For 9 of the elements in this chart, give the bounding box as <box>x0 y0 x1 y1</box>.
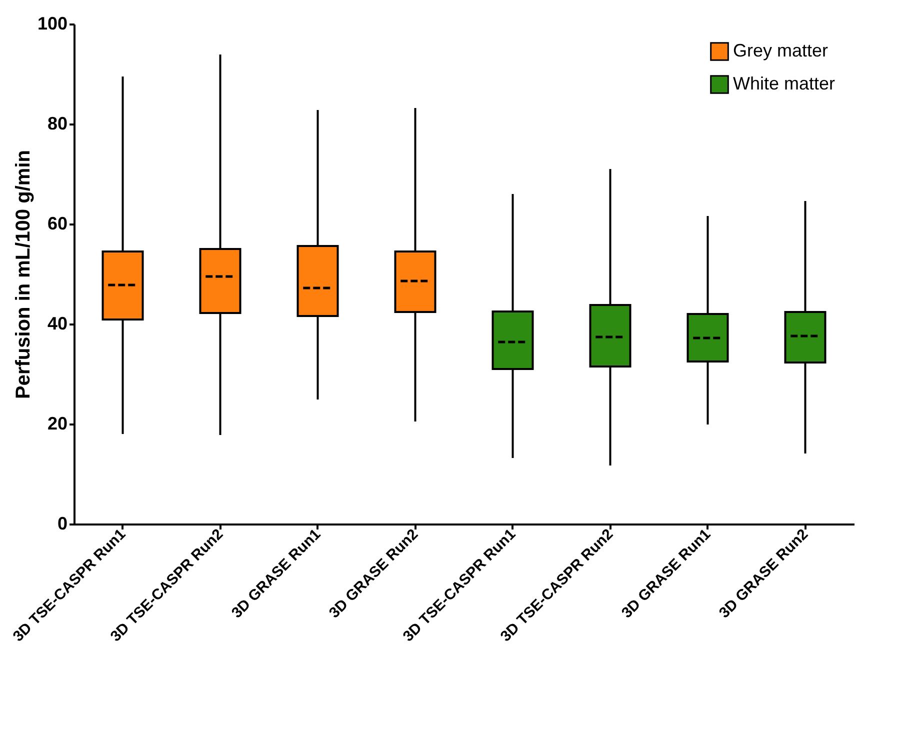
legend-label: Grey matter <box>733 40 828 60</box>
y-axis-title: Perfusion in mL/100 g/min <box>12 150 34 399</box>
y-tick-label: 0 <box>57 514 68 534</box>
y-tick-label: 100 <box>37 14 68 34</box>
y-tick-label: 60 <box>47 214 68 234</box>
y-tick-label: 40 <box>47 314 68 334</box>
y-tick-label: 80 <box>47 114 68 134</box>
legend-label: White matter <box>733 74 836 94</box>
y-tick-label: 20 <box>47 414 68 434</box>
